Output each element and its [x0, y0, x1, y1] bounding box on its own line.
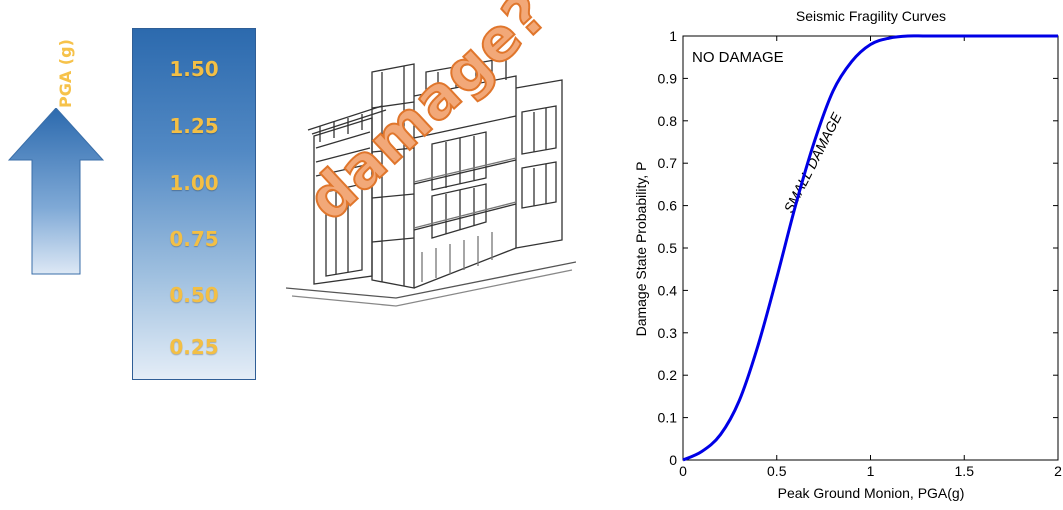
y-tick-label: 0.2	[658, 367, 678, 383]
y-tick-label: 1	[669, 28, 677, 44]
fragility-chart: Seismic Fragility Curves 0 0.5 1 1.5 2 0 0.1 0.…	[620, 0, 1063, 505]
y-tick-label: 0.5	[658, 240, 678, 256]
pga-value: 1.00	[169, 171, 219, 195]
x-axis-label: Peak Ground Monion, PGA(g)	[778, 485, 965, 501]
y-tick-label: 0.9	[658, 70, 678, 86]
x-tick-label: 0.5	[767, 463, 787, 479]
pga-value: 0.50	[169, 283, 219, 307]
y-tick-label: 0.3	[658, 325, 678, 341]
y-tick-label: 0.6	[658, 198, 678, 214]
y-tick-label: 0.8	[658, 113, 678, 129]
pga-value: 1.25	[169, 114, 219, 138]
fragility-curve-line	[682, 34, 1058, 462]
y-tick-label: 0.4	[658, 282, 678, 298]
x-tick-label: 1.5	[955, 463, 975, 479]
x-tick-label: 2	[1054, 463, 1062, 479]
plot-frame	[682, 35, 1059, 461]
pga-value: 0.75	[169, 227, 219, 251]
x-tick-label: 0	[679, 463, 687, 479]
y-tick-label: 0.7	[658, 155, 678, 171]
annotation-no-damage: NO DAMAGE	[692, 49, 784, 66]
y-axis-label: Damage State Probability, P	[633, 162, 649, 337]
x-tick-label: 1	[867, 463, 875, 479]
y-tick-label: 0	[669, 452, 677, 468]
chart-title: Seismic Fragility Curves	[796, 8, 946, 24]
y-tick-label: 0.1	[658, 410, 678, 426]
pga-value: 1.50	[169, 57, 219, 81]
pga-scale: 1.50 1.25 1.00 0.75 0.50 0.25	[132, 28, 256, 380]
pga-arrow	[7, 107, 105, 276]
pga-value: 0.25	[169, 335, 219, 359]
building-sketch	[285, 52, 577, 322]
pga-arrow-label: PGA (g)	[56, 39, 75, 108]
